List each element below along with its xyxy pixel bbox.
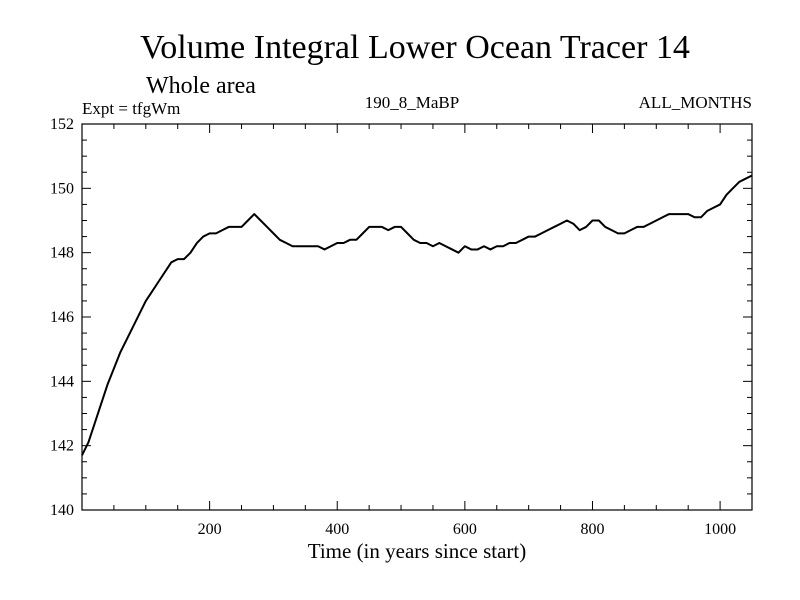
y-tick-label: 146 bbox=[50, 309, 74, 326]
plot-frame bbox=[81, 123, 753, 511]
x-tick-label: 800 bbox=[580, 521, 604, 538]
x-tick-label: 200 bbox=[198, 521, 222, 538]
series-line bbox=[81, 174, 753, 456]
center-label: 190_8_MaBP bbox=[365, 93, 459, 112]
chart-title: Volume Integral Lower Ocean Tracer 14 bbox=[140, 29, 690, 66]
series-group bbox=[81, 174, 753, 456]
y-tick-label: 148 bbox=[50, 245, 74, 262]
right-label: ALL_MONTHS bbox=[639, 93, 752, 112]
x-tick-label: 1000 bbox=[704, 521, 736, 538]
chart-subtitle: Whole area bbox=[146, 73, 256, 99]
axes: 140 142 144 146 148 150 152 200 400 600 800 1000 bbox=[50, 116, 753, 538]
x-axis-label: Time (in years since start) bbox=[308, 539, 527, 563]
x-tick-label: 600 bbox=[453, 521, 477, 538]
y-tick-label: 144 bbox=[50, 373, 74, 390]
y-tick-label: 152 bbox=[50, 116, 74, 133]
y-tick-label: 150 bbox=[50, 180, 74, 197]
y-tick-label: 142 bbox=[50, 438, 74, 455]
y-tick-label: 140 bbox=[50, 502, 74, 519]
x-tick-label: 400 bbox=[325, 521, 349, 538]
expt-label: Expt = tfgWm bbox=[82, 99, 180, 118]
